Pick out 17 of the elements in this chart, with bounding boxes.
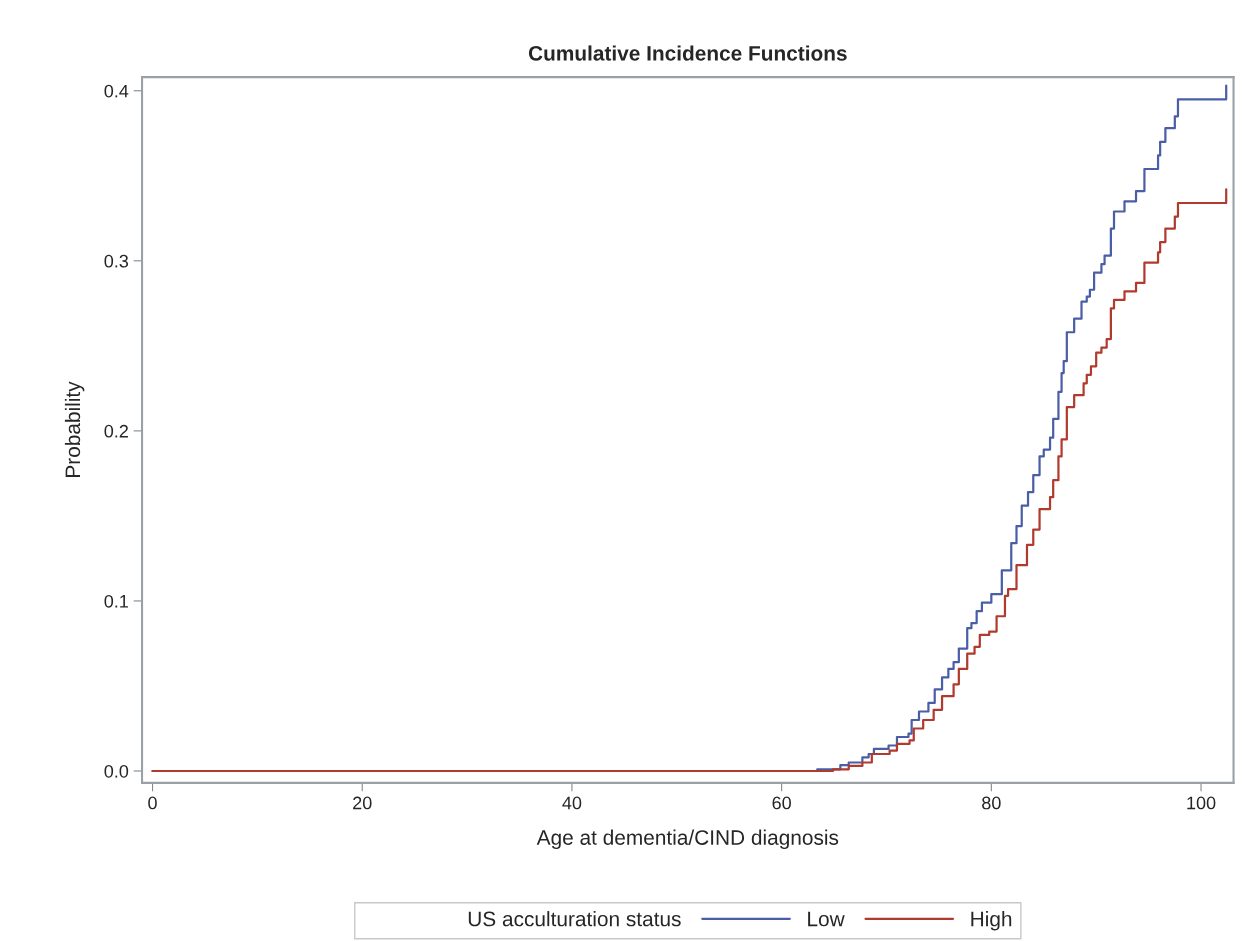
x-tick-label: 20	[353, 796, 372, 810]
chart-title: Cumulative Incidence Functions	[528, 45, 847, 61]
legend-label: High	[971, 911, 1012, 931]
y-axis-title: Probability	[64, 381, 85, 477]
legend-title: US acculturation status	[468, 911, 681, 927]
y-tick-label: 0.2	[104, 424, 128, 438]
y-tick-label: 0.4	[104, 84, 129, 98]
x-tick-label: 60	[772, 796, 791, 810]
x-tick-label: 100	[1187, 796, 1216, 810]
y-tick-label: 0.3	[104, 254, 129, 268]
x-tick-label: 80	[982, 796, 1001, 810]
legend-label: Low	[808, 911, 845, 927]
x-tick-label: 40	[562, 796, 582, 810]
x-axis-title: Age at dementia/CIND diagnosis	[536, 829, 839, 850]
y-tick-label: 0.1	[104, 594, 128, 608]
x-tick-label: 0	[148, 796, 157, 810]
y-tick-label: 0.0	[104, 764, 129, 778]
